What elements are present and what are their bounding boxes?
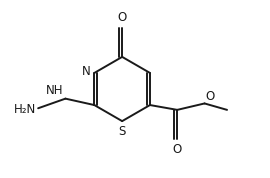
Text: S: S	[119, 125, 126, 138]
Text: NH: NH	[46, 84, 64, 97]
Text: H₂N: H₂N	[14, 103, 36, 116]
Text: O: O	[173, 143, 182, 156]
Text: N: N	[82, 65, 90, 78]
Text: O: O	[117, 11, 127, 24]
Text: O: O	[205, 90, 215, 103]
